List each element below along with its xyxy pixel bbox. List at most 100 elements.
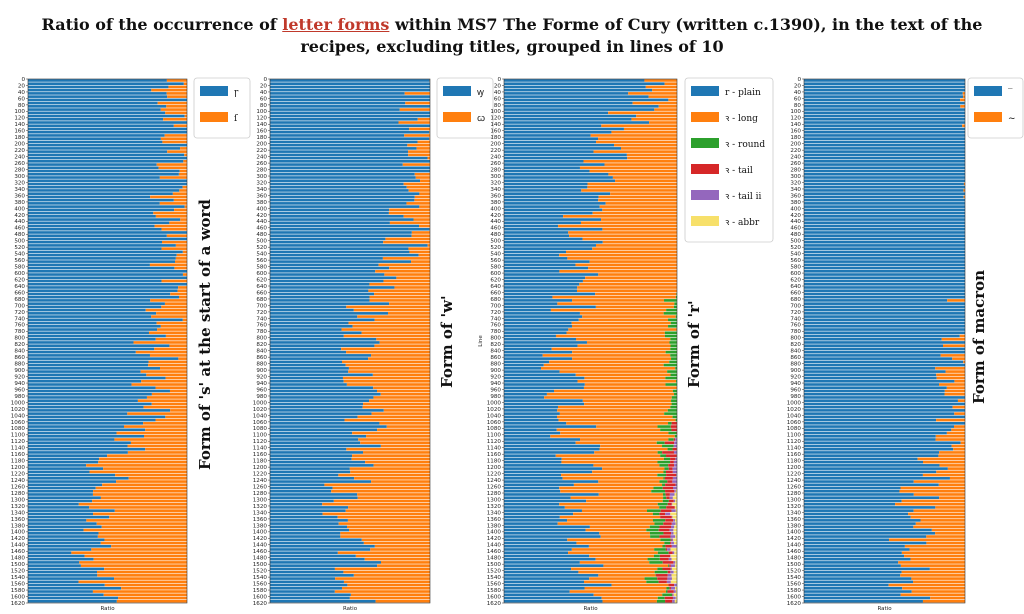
bar-segment: [944, 389, 965, 393]
bar-segment: [28, 373, 147, 377]
bar-segment: [675, 590, 677, 593]
bar-segment: [804, 328, 965, 331]
bar-segment: [360, 441, 430, 445]
bar-segment: [673, 593, 677, 597]
y-tick-label: 360: [256, 193, 267, 199]
y-tick-label: 0: [21, 77, 25, 83]
bar-segment: [114, 509, 187, 512]
bar-segment: [665, 376, 677, 380]
y-tick-label: 520: [490, 245, 501, 251]
bar-segment: [917, 457, 965, 461]
bar-segment: [333, 499, 430, 503]
bar-segment: [504, 192, 611, 195]
bar-segment: [28, 266, 175, 270]
bar-segment: [28, 299, 151, 302]
bar-segment: [28, 95, 168, 98]
bar-segment: [504, 447, 600, 451]
bar-segment: [804, 260, 965, 263]
y-tick-label: 1000: [787, 400, 802, 406]
y-tick-label: 1260: [787, 484, 802, 490]
bar-segment: [954, 425, 965, 428]
y-tick-label: 0: [263, 77, 267, 83]
y-tick-label: 80: [260, 103, 268, 109]
y-tick-label: 1100: [787, 433, 802, 439]
bar-segment: [804, 124, 963, 128]
bar-segment: [156, 321, 187, 325]
panel-2: 0204060801001201401601802002202402602803…: [253, 77, 494, 612]
bar-segment: [28, 227, 162, 231]
bar-segment: [668, 551, 673, 555]
bar-segment: [804, 544, 905, 548]
y-tick-label: 1600: [11, 594, 26, 600]
bar-segment: [270, 586, 343, 590]
bar-segment: [804, 269, 965, 273]
bar-segment: [804, 153, 965, 157]
bar-segment: [804, 292, 965, 296]
bar-segment: [28, 596, 119, 600]
bar-segment: [804, 451, 940, 454]
bar-segment: [664, 334, 677, 338]
y-tick-label: 1120: [787, 439, 802, 445]
bar-segment: [804, 247, 965, 250]
bar-segment: [580, 438, 669, 441]
legend-swatch: [691, 138, 719, 148]
bar-segment: [676, 473, 677, 477]
bar-segment: [28, 286, 179, 289]
legend-label: ꞅ: [234, 88, 239, 98]
bar-segment: [92, 499, 187, 503]
y-tick-label: 440: [790, 219, 801, 225]
y-tick-label: 720: [256, 310, 267, 316]
bar-segment: [504, 185, 588, 189]
bar-segment: [344, 418, 430, 422]
bar-segment: [28, 415, 166, 419]
bar-segment: [121, 586, 187, 590]
bar-segment: [804, 221, 965, 225]
bar-segment: [657, 425, 671, 428]
bar-segment: [504, 205, 600, 208]
bar-segment: [647, 509, 661, 512]
bar-segment: [131, 383, 187, 386]
bar-segment: [270, 570, 344, 574]
bar-segment: [420, 179, 430, 183]
y-tick-label: 1420: [487, 536, 502, 542]
bar-segment: [568, 231, 677, 234]
bar-segment: [270, 257, 383, 260]
bar-segment: [270, 473, 339, 477]
bar-segment: [804, 263, 965, 267]
bar-segment: [165, 334, 187, 338]
bar-segment: [28, 583, 105, 587]
bar-segment: [611, 130, 677, 134]
bar-segment: [566, 422, 669, 425]
bar-segment: [270, 580, 344, 584]
y-tick-label: 480: [256, 232, 267, 238]
bar-segment: [368, 357, 430, 360]
y-tick-label: 1260: [487, 484, 502, 490]
bar-segment: [362, 405, 430, 409]
bar-segment: [408, 247, 430, 250]
bar-segment: [71, 551, 187, 555]
bar-segment: [504, 160, 584, 163]
bar-segment: [419, 224, 430, 228]
bar-segment: [600, 444, 663, 448]
bar-segment: [900, 486, 965, 490]
bar-segment: [663, 363, 677, 367]
bar-segment: [270, 305, 347, 309]
bar-segment: [28, 470, 90, 474]
bar-segment: [342, 376, 430, 380]
bar-segment: [804, 202, 965, 205]
bar-segment: [270, 489, 332, 493]
legend-swatch: [691, 190, 719, 200]
bar-segment: [178, 172, 187, 176]
bar-segment: [598, 198, 677, 202]
y-tick-label: 620: [256, 277, 267, 283]
bar-segment: [167, 95, 187, 98]
bar-segment: [659, 506, 667, 509]
bar-segment: [379, 341, 430, 344]
y-tick-label: 1520: [487, 569, 502, 575]
bar-segment: [504, 224, 559, 228]
y-tick-label: 1480: [787, 556, 802, 562]
bar-segment: [583, 160, 677, 163]
bar-segment: [28, 215, 156, 218]
letter-forms-link[interactable]: letter forms: [282, 15, 390, 34]
bar-segment: [28, 101, 158, 105]
